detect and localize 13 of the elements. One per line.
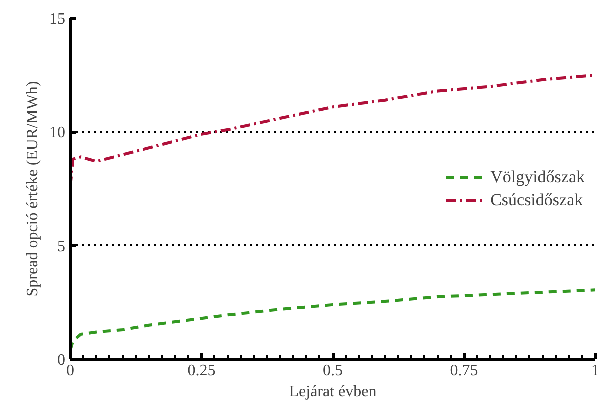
y-tick-label: 10 <box>50 124 66 142</box>
legend-label: Völgyidőszak <box>490 167 585 187</box>
x-tick-label: 0.5 <box>323 362 343 380</box>
line-series <box>70 288 596 352</box>
x-tick-label: 0.75 <box>450 362 478 380</box>
x-axis-title: Lejárat évben <box>289 384 377 400</box>
legend-label: Csúcsidőszak <box>490 190 584 210</box>
y-tick-label: 0 <box>58 352 66 369</box>
y-tick-label: 15 <box>50 11 66 28</box>
x-tick-label: 1 <box>592 362 600 380</box>
x-tick-label: 0.25 <box>188 362 216 380</box>
y-axis-title: Spread opció értéke (EUR/MWh) <box>24 81 42 297</box>
y-tick-label: 5 <box>58 238 66 256</box>
